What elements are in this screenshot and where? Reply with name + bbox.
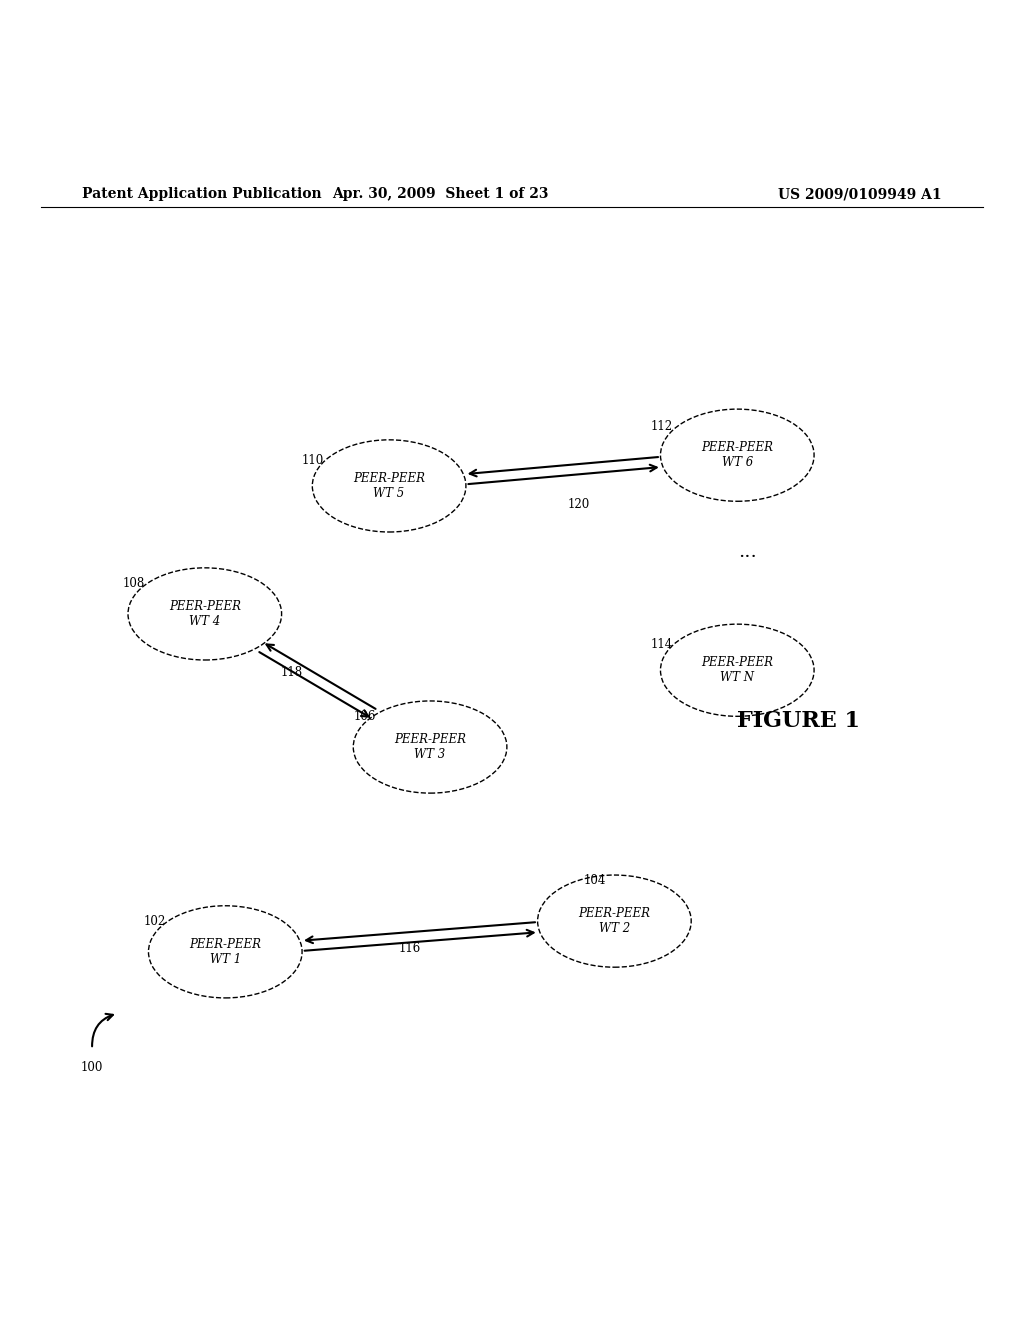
Text: PEER-PEER
WT 5: PEER-PEER WT 5 [353,473,425,500]
Text: PEER-PEER
WT N: PEER-PEER WT N [701,656,773,684]
Ellipse shape [312,440,466,532]
Text: 116: 116 [398,942,421,956]
Ellipse shape [353,701,507,793]
Text: 118: 118 [281,665,303,678]
Text: 106: 106 [353,710,376,723]
Text: 112: 112 [650,420,673,433]
Ellipse shape [660,624,814,717]
Text: PEER-PEER
WT 6: PEER-PEER WT 6 [701,441,773,469]
Ellipse shape [128,568,282,660]
Text: PEER-PEER
WT 2: PEER-PEER WT 2 [579,907,650,935]
Text: 114: 114 [650,638,673,651]
Ellipse shape [148,906,302,998]
Text: FIGURE 1: FIGURE 1 [737,710,860,733]
Text: Patent Application Publication: Patent Application Publication [82,187,322,201]
Text: 100: 100 [81,1061,103,1074]
Text: PEER-PEER
WT 1: PEER-PEER WT 1 [189,937,261,966]
Text: 110: 110 [302,454,325,467]
Text: 104: 104 [584,874,606,887]
Text: 102: 102 [143,915,166,928]
Text: 120: 120 [567,498,590,511]
Text: PEER-PEER
WT 3: PEER-PEER WT 3 [394,733,466,762]
Text: Apr. 30, 2009  Sheet 1 of 23: Apr. 30, 2009 Sheet 1 of 23 [332,187,549,201]
Text: ...: ... [738,544,757,561]
Text: 108: 108 [123,577,145,590]
Text: PEER-PEER
WT 4: PEER-PEER WT 4 [169,599,241,628]
Text: US 2009/0109949 A1: US 2009/0109949 A1 [778,187,942,201]
Ellipse shape [538,875,691,968]
Ellipse shape [660,409,814,502]
